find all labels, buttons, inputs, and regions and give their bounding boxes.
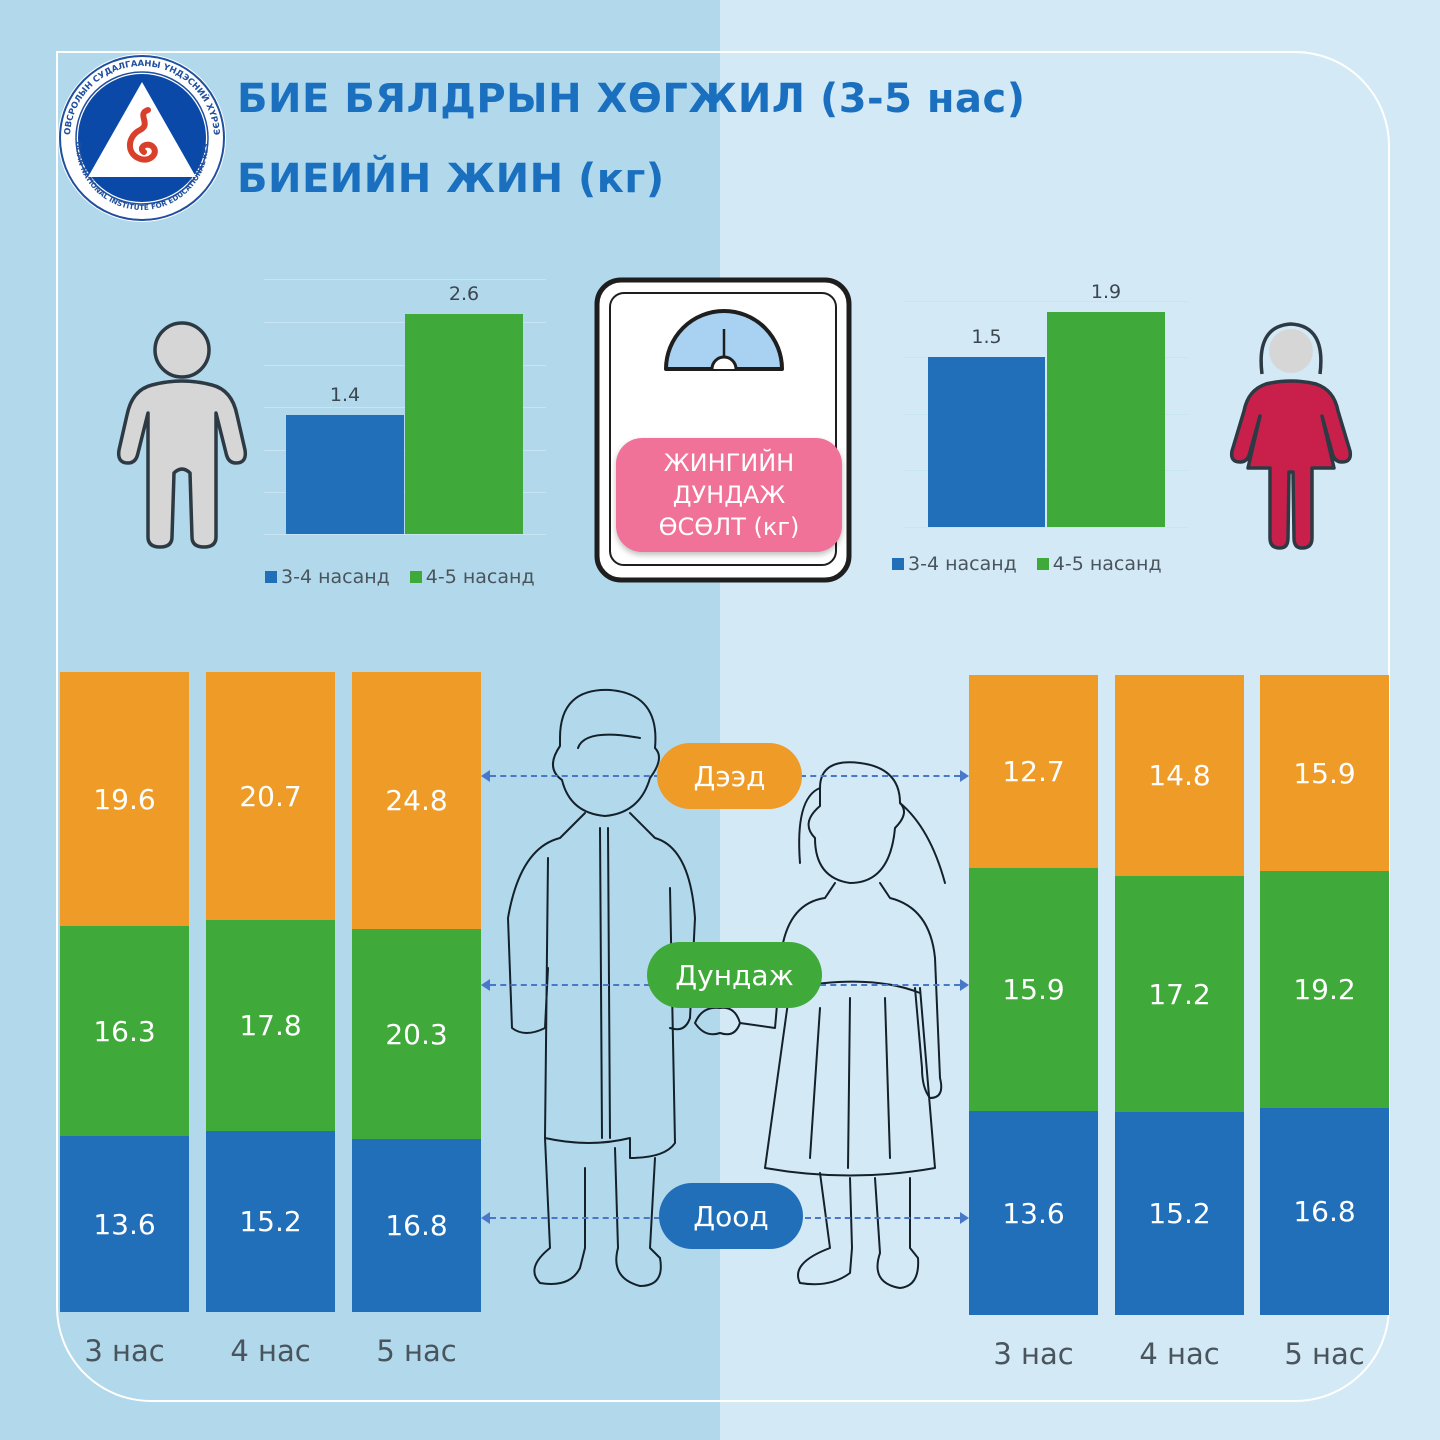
page-subtitle: БИЕИЙН ЖИН (кг) (237, 156, 665, 202)
x-axis-label: 3 нас (84, 1334, 165, 1368)
level-lower-pill: Доод (659, 1183, 803, 1249)
segment-upper: 20.7 (206, 672, 335, 920)
arrow-left-icon (481, 1212, 490, 1224)
legend-swatch-green (1036, 558, 1049, 570)
dashed-line (490, 984, 650, 986)
segment-middle: 20.3 (352, 929, 481, 1139)
x-axis-label: 3 нас (993, 1337, 1074, 1371)
gridline (264, 534, 546, 535)
legend-label: 3-4 насанд (908, 553, 1017, 575)
gridline (904, 470, 1188, 471)
dashed-line (800, 775, 960, 777)
dashed-line (805, 1217, 960, 1219)
stacked-bar-3: 12.7 15.9 13.6 (969, 675, 1098, 1315)
segment-lower: 15.2 (206, 1131, 335, 1312)
bar-value-label: 2.6 (448, 283, 480, 305)
arrow-right-icon (960, 979, 969, 991)
x-axis-label: 4 нас (1139, 1337, 1220, 1371)
segment-lower: 16.8 (1260, 1108, 1389, 1315)
bar-3-4 (928, 357, 1045, 527)
girl-icon (1229, 322, 1353, 550)
level-upper-pill: Дээд (657, 743, 802, 809)
segment-middle: 17.8 (206, 920, 335, 1131)
dashed-line (490, 1217, 660, 1219)
arrow-right-icon (960, 770, 969, 782)
boy-icon (116, 321, 248, 549)
weight-growth-badge: ЖИНГИЙН ДУНДАЖ ӨСӨЛТ (кг) (616, 438, 842, 552)
segment-middle: 15.9 (969, 868, 1098, 1111)
bar-4-5 (1047, 312, 1165, 527)
legend-label: 3-4 насанд (281, 566, 390, 588)
stacked-bar-4: 14.8 17.2 15.2 (1115, 675, 1244, 1315)
segment-upper: 14.8 (1115, 675, 1244, 876)
gridline (904, 527, 1188, 528)
arrow-left-icon (481, 770, 490, 782)
segment-lower: 15.2 (1115, 1112, 1244, 1315)
segment-upper: 12.7 (969, 675, 1098, 868)
gridline (904, 357, 1188, 358)
segment-middle: 19.2 (1260, 871, 1389, 1108)
content-frame (56, 51, 1390, 1402)
bar-4-5 (405, 314, 523, 534)
legend-swatch-green (409, 571, 422, 583)
segment-lower: 13.6 (60, 1136, 189, 1312)
legend-label: 4-5 насанд (1052, 553, 1162, 575)
legend-swatch-blue (892, 558, 904, 570)
bar-value-label: 1.5 (971, 326, 1002, 348)
level-middle-pill: Дундаж (647, 942, 822, 1008)
institute-logo-icon: БОЛОВСРОЛЫН СУДАЛГААНЫ ҮНДЭСНИЙ ХҮРЭЭЛЭН… (56, 52, 226, 222)
segment-upper: 24.8 (352, 672, 481, 929)
stacked-bar-3: 19.6 16.3 13.6 (60, 672, 189, 1312)
arrow-left-icon (481, 979, 490, 991)
x-axis-label: 4 нас (230, 1334, 311, 1368)
legend-swatch-blue (265, 571, 277, 583)
chart-legend: 3-4 насанд 4-5 насанд (892, 553, 1176, 575)
bar-value-label: 1.4 (329, 384, 361, 406)
page-title: БИЕ БЯЛДРЫН ХӨГЖИЛ (3-5 нас) (237, 76, 1026, 122)
bar-3-4 (286, 415, 404, 534)
segment-upper: 19.6 (60, 672, 189, 926)
arrow-right-icon (960, 1212, 969, 1224)
stacked-bar-5: 24.8 20.3 16.8 (352, 672, 481, 1312)
dashed-line (820, 984, 960, 986)
children-outline-illustration (507, 688, 946, 1289)
segment-middle: 17.2 (1115, 876, 1244, 1112)
x-axis-label: 5 нас (376, 1334, 457, 1368)
segment-lower: 16.8 (352, 1139, 481, 1312)
legend-label: 4-5 насанд (425, 566, 535, 588)
segment-middle: 16.3 (60, 926, 189, 1136)
gridline (264, 279, 546, 280)
segment-lower: 13.6 (969, 1111, 1098, 1315)
stacked-bar-4: 20.7 17.8 15.2 (206, 672, 335, 1312)
segment-upper: 15.9 (1260, 675, 1389, 871)
x-axis-label: 5 нас (1284, 1337, 1365, 1371)
gridline (904, 301, 1188, 302)
dashed-line (490, 775, 660, 777)
chart-legend: 3-4 насанд 4-5 насанд (265, 566, 549, 588)
stacked-bar-5: 15.9 19.2 16.8 (1260, 675, 1389, 1315)
gridline (904, 414, 1188, 415)
bar-value-label: 1.9 (1090, 281, 1122, 303)
